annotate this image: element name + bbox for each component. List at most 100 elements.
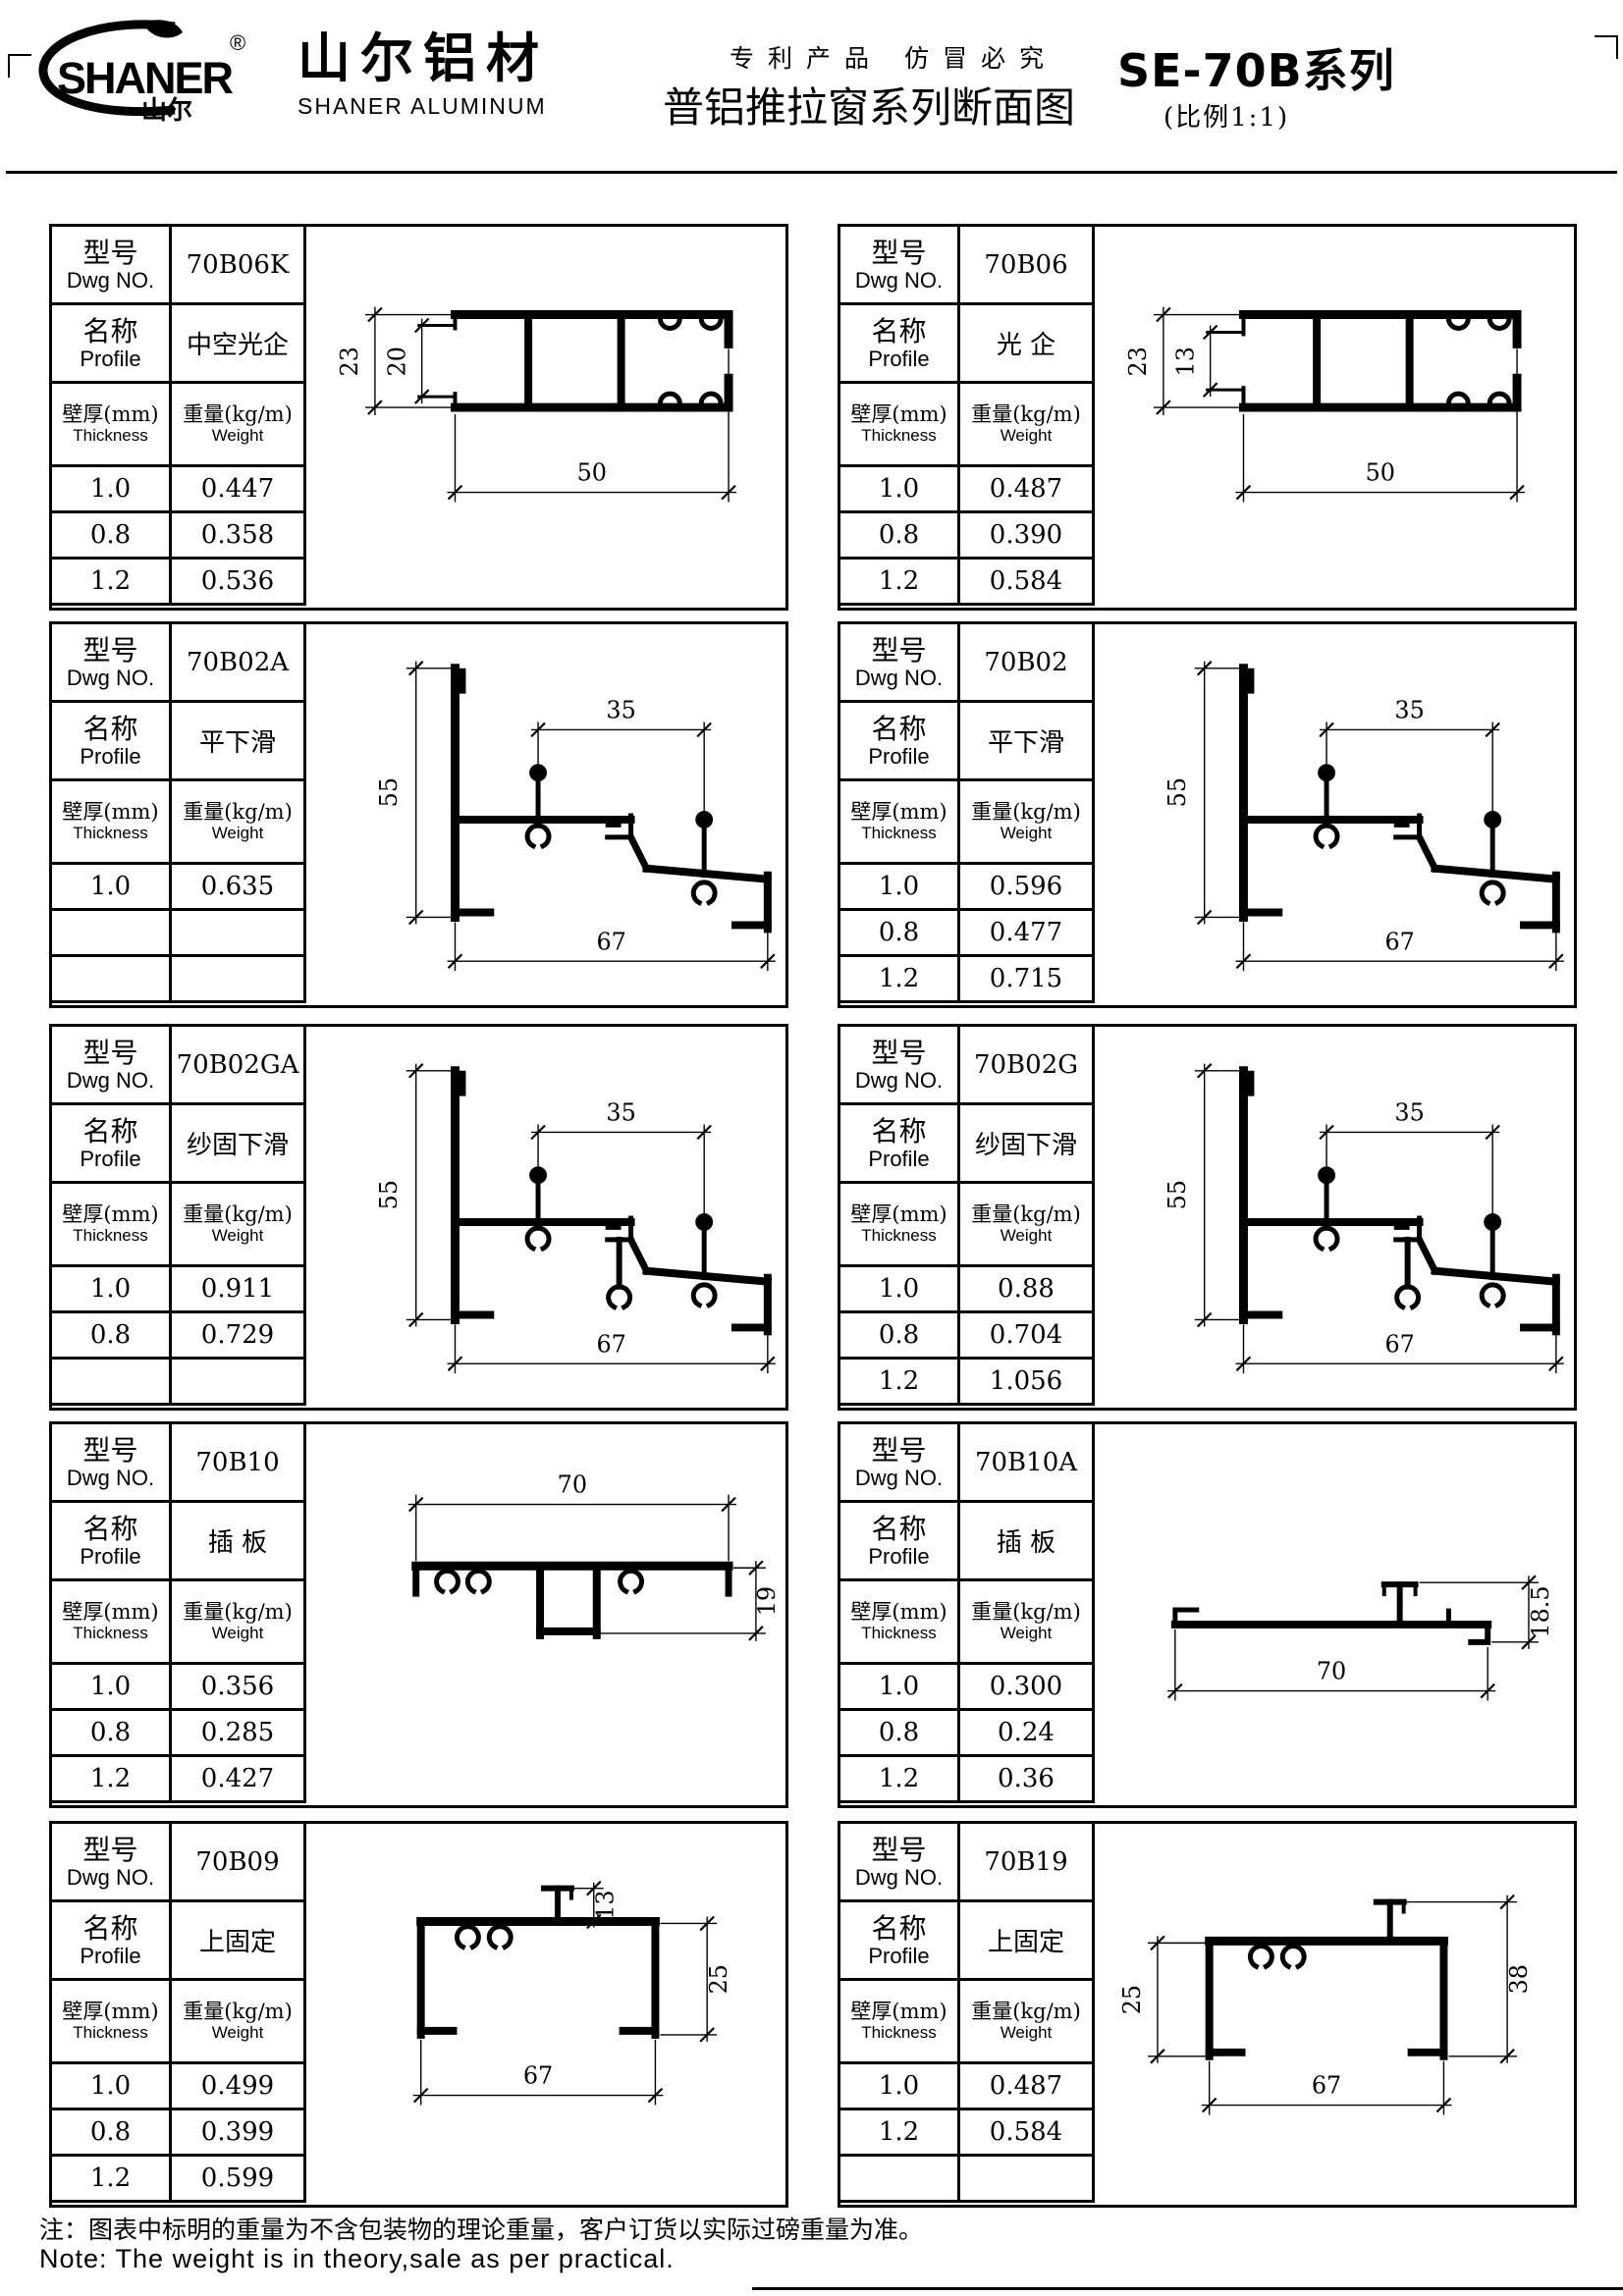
label-dwg: 型号 (871, 1433, 927, 1467)
weight-value: 0.487 (957, 464, 1095, 513)
weight-value: 1.056 (957, 1357, 1095, 1406)
profile-name: 中空光企 (169, 302, 306, 384)
label-name: 名称 (871, 1911, 927, 1945)
dimensions: 55 35 67 (1163, 1062, 1564, 1374)
label-weight-en: Weight (1000, 1624, 1053, 1643)
dwg-no: 70B06 (957, 224, 1095, 305)
dimensions: 23 13 50 (1124, 306, 1526, 503)
thickness-value: 1.2 (49, 557, 172, 606)
profile-name: 平下滑 (957, 700, 1095, 781)
logo-blob-icon (143, 20, 183, 38)
label-dwg-en: Dwg NO. (66, 666, 155, 691)
label-weight-en: Weight (211, 824, 264, 843)
profile-drawing: 70 19 (307, 1424, 788, 1805)
weight-value (169, 1357, 306, 1406)
spec-block: 型号 Dwg NO. 70B10A 名称 Profile 插 板 壁厚(mm) Thi… (838, 1421, 1577, 1808)
spec-table: 型号 Dwg NO. 70B10 名称 Profile 插 板 壁厚(mm) Thic… (49, 1421, 306, 1803)
weight-value: 0.36 (957, 1754, 1095, 1803)
weight-value: 0.715 (957, 954, 1095, 1003)
spec-table: 型号 Dwg NO. 70B02GA 名称 Profile 纱固下滑 壁厚(mm) T… (49, 1024, 306, 1406)
label-thickness: 壁厚(mm) (850, 1202, 947, 1227)
label-dwg: 型号 (871, 236, 927, 269)
dwg-no: 70B02 (957, 621, 1095, 703)
dwg-no: 70B19 (957, 1821, 1095, 1902)
label-thickness: 壁厚(mm) (850, 2000, 947, 2024)
thickness-value: 1.0 (49, 1264, 172, 1313)
dwg-no: 70B10A (957, 1421, 1095, 1503)
thickness-value: 1.2 (49, 1754, 172, 1803)
dim-label: 35 (1394, 1099, 1424, 1127)
label-weight: 重量(kg/m) (183, 402, 293, 427)
cross-section-drawing: 23 20 50 (336, 306, 737, 503)
dim-label: 70 (1317, 1658, 1346, 1685)
weight-value: 0.399 (169, 2108, 306, 2157)
label-name: 名称 (82, 1114, 138, 1148)
spec-table: 型号 Dwg NO. 70B19 名称 Profile 上固定 壁厚(mm) Thic… (838, 1821, 1095, 2203)
thickness-value: 0.8 (49, 1708, 172, 1757)
cross-section-drawing: 23 13 50 (1124, 306, 1526, 503)
thickness-value: 1.2 (838, 2108, 960, 2157)
label-name: 名称 (82, 712, 138, 745)
profile-outline (1206, 310, 1522, 412)
profile-drawing: 25 38 67 (1096, 1824, 1577, 2205)
dwg-no: 70B06K (169, 224, 306, 305)
label-weight-en: Weight (1000, 1226, 1053, 1246)
brand-block: 山尔铝材 SHANER ALUMINUM (298, 30, 549, 120)
profile-drawing: 55 35 67 (1096, 1027, 1577, 1408)
dim-label: 67 (596, 1330, 625, 1358)
profile-outline (411, 1561, 733, 1639)
dim-label: 25 (705, 1964, 732, 1994)
label-name: 名称 (871, 1512, 927, 1545)
dim-label: 67 (596, 928, 625, 955)
weight-value (169, 908, 306, 957)
label-name-en: Profile (868, 1544, 930, 1570)
weight-value: 0.88 (957, 1264, 1095, 1313)
dim-label: 19 (753, 1586, 781, 1616)
label-thickness-en: Thickness (73, 426, 148, 446)
profile-outline (417, 310, 733, 412)
label-dwg-en: Dwg NO. (854, 1466, 944, 1491)
thickness-value: 1.2 (49, 2154, 172, 2203)
label-name-en: Profile (80, 744, 141, 770)
registered-mark-icon: ® (230, 30, 245, 55)
cross-section-drawing: 70 19 (407, 1471, 781, 1641)
dimensions: 55 35 67 (375, 1062, 776, 1374)
label-dwg: 型号 (82, 1433, 138, 1467)
label-weight: 重量(kg/m) (971, 1600, 1081, 1625)
spec-table: 型号 Dwg NO. 70B02G 名称 Profile 纱固下滑 壁厚(mm) Th… (838, 1024, 1095, 1406)
thickness-value: 1.0 (838, 1662, 960, 1711)
profile-name: 纱固下滑 (169, 1102, 306, 1184)
dimensions: 55 35 67 (375, 660, 776, 972)
dimensions: 55 35 67 (1163, 660, 1564, 972)
dimensions: 13 25 67 (412, 1880, 732, 2106)
weight-value: 0.584 (957, 557, 1095, 606)
weight-value: 0.499 (169, 2061, 306, 2110)
dimensions: 25 38 67 (1118, 1894, 1533, 2115)
label-name-en: Profile (80, 1544, 141, 1570)
spec-block: 型号 Dwg NO. 70B02G 名称 Profile 纱固下滑 壁厚(mm) Th… (838, 1024, 1577, 1411)
weight-value: 0.285 (169, 1708, 306, 1757)
weight-value: 0.584 (957, 2108, 1095, 2157)
dim-label: 50 (1366, 459, 1395, 487)
label-thickness-en: Thickness (73, 1624, 148, 1643)
label-weight-en: Weight (1000, 426, 1053, 446)
label-name-en: Profile (868, 1944, 930, 1969)
weight-value: 0.427 (169, 1754, 306, 1803)
spec-block: 型号 Dwg NO. 70B06K 名称 Profile 中空光企 壁厚(mm) Th… (49, 224, 788, 611)
thickness-value: 1.0 (838, 464, 960, 513)
dimensions: 70 19 (407, 1471, 781, 1641)
profile-name: 光 企 (957, 302, 1095, 384)
dim-label: 55 (1163, 777, 1191, 807)
label-thickness-en: Thickness (861, 2023, 937, 2043)
thickness-value: 0.8 (49, 510, 172, 560)
dim-label: 55 (375, 1180, 403, 1209)
profile-drawing: 23 13 50 (1096, 227, 1577, 608)
weight-value: 0.729 (169, 1310, 306, 1360)
patent-line: 专利产品 仿冒必究 (730, 44, 1057, 73)
thickness-value (838, 2154, 960, 2203)
weight-value (957, 2154, 1095, 2203)
dwg-no: 70B09 (169, 1821, 306, 1902)
weight-value: 0.447 (169, 464, 306, 513)
series-title: SE-70B系列 (1117, 44, 1395, 97)
